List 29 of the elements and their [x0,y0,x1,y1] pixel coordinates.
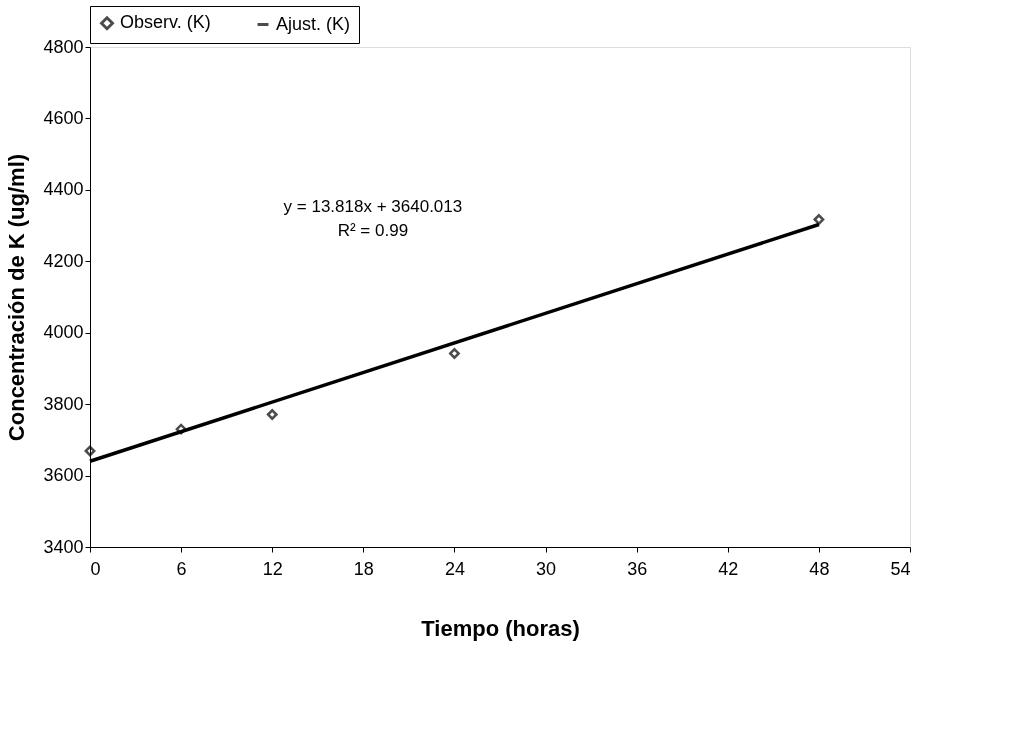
point [84,445,96,457]
annotation: y = 13.818x + 3640.013 [283,197,463,216]
x-tick-label: 54 [890,558,911,579]
y-tick-label: 4000 [43,322,84,343]
x-tick-label: 42 [718,558,739,579]
x-tick-label: 0 [90,558,101,579]
point [266,409,278,420]
y-tick-label: 4200 [43,250,84,271]
x-tick-label: 24 [444,558,465,579]
point [449,348,460,359]
y-tick-label: 4800 [43,36,84,57]
y-tick-label: 3400 [43,536,84,557]
x-tick-label: 12 [262,558,283,579]
point [813,214,825,225]
x-tick-label: 30 [536,558,557,579]
y-axis-title: Concentración de K (ug/ml) [4,153,30,442]
point [175,423,187,435]
x-axis-title: Tiempo (horas) [421,615,580,641]
legend-label: Observ. (K) [120,12,211,33]
y-tick-label: 3600 [43,465,84,486]
x-tick-label: 6 [176,558,187,579]
x-tick-label: 36 [627,558,648,579]
y-tick-label: 4600 [43,107,84,128]
x-tick-label: 18 [353,558,374,579]
y-tick-label: 3800 [43,393,84,414]
annotation: R² = 0.99 [337,221,409,240]
legend-label: Ajust. (K) [276,13,351,34]
x-tick-label: 48 [809,558,830,579]
y-tick-label: 4400 [43,179,84,200]
